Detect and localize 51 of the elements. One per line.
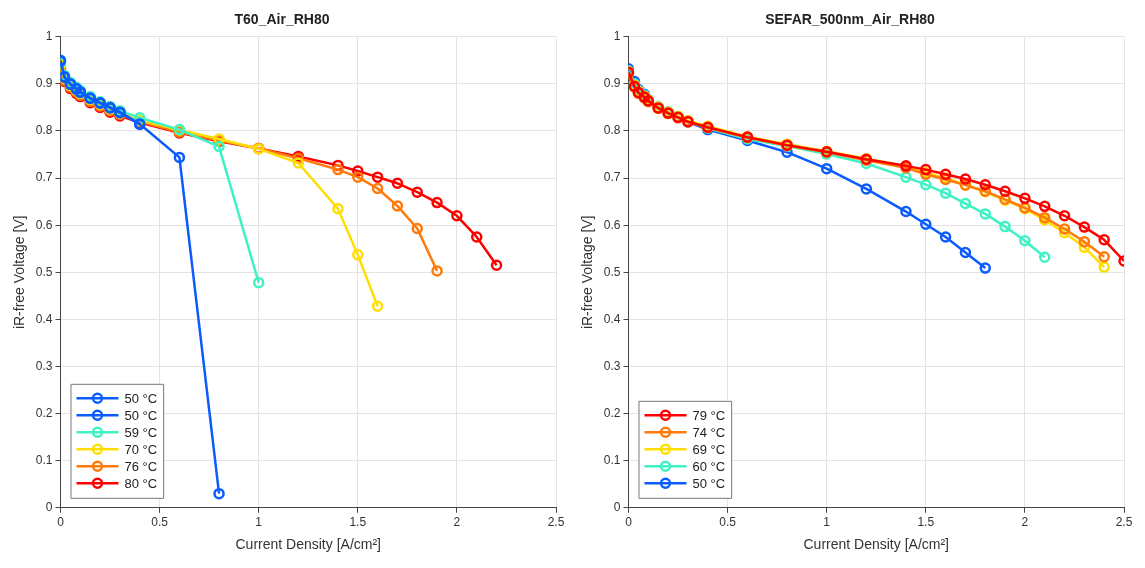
y-axis-title: iR-free Voltage [V]	[11, 215, 28, 330]
y-tick-label: 0.9	[35, 76, 53, 91]
y-tick-label: 0.2	[603, 405, 621, 420]
y-tick-label: 0.6	[603, 217, 621, 232]
x-tick-label: 0.5	[151, 515, 169, 530]
y-tick-label: 0.5	[603, 264, 621, 279]
legend-label: 70 °C	[124, 441, 158, 457]
y-tick-label: 0.1	[35, 453, 53, 468]
y-tick-label: 0.7	[603, 170, 621, 185]
y-tick-label: 1	[45, 29, 53, 44]
legend-label: 59 °C	[124, 424, 158, 440]
legend-label: 69 °C	[692, 441, 726, 457]
y-axis-title: iR-free Voltage [V]	[579, 215, 596, 330]
y-tick-label: 0.3	[35, 358, 53, 373]
legend-label: 80 °C	[124, 475, 158, 491]
x-axis-title: Current Density [A/cm²]	[235, 536, 381, 553]
x-tick-label: 1.5	[917, 515, 935, 530]
legend-label: 50 °C	[692, 475, 726, 491]
y-tick-label: 0	[613, 500, 621, 515]
y-tick-label: 0.5	[35, 264, 53, 279]
y-tick-label: 0.4	[603, 311, 621, 326]
x-tick-label: 2.5	[1115, 515, 1133, 530]
y-tick-label: 0	[45, 500, 53, 515]
y-tick-label: 0.2	[35, 405, 53, 420]
legend-label: 79 °C	[692, 407, 726, 423]
y-tick-label: 0.3	[603, 358, 621, 373]
x-tick-label: 1	[823, 515, 831, 530]
legend-label: 60 °C	[692, 458, 726, 474]
x-tick-label: 0	[625, 515, 633, 530]
x-tick-label: 0.5	[719, 515, 737, 530]
legend-label: 76 °C	[124, 458, 158, 474]
x-tick-label: 2.5	[547, 515, 565, 530]
y-tick-label: 1	[613, 29, 621, 44]
legend-label: 50 °C	[124, 407, 158, 423]
y-tick-label: 0.8	[35, 123, 53, 138]
y-tick-label: 0.6	[35, 217, 53, 232]
x-axis-title: Current Density [A/cm²]	[803, 536, 949, 553]
y-tick-label: 0.8	[603, 123, 621, 138]
legend-label: 50 °C	[124, 390, 158, 406]
y-tick-label: 0.7	[35, 170, 53, 185]
x-tick-label: 1.5	[349, 515, 367, 530]
legend-label: 74 °C	[692, 424, 726, 440]
x-tick-label: 2	[1021, 515, 1029, 530]
y-tick-label: 0.9	[603, 76, 621, 91]
x-tick-label: 2	[453, 515, 461, 530]
chart-title: SEFAR_500nm_Air_RH80	[765, 11, 936, 28]
chart-title: T60_Air_RH80	[234, 11, 330, 28]
y-tick-label: 0.4	[35, 311, 53, 326]
x-tick-label: 1	[255, 515, 263, 530]
y-tick-label: 0.1	[603, 453, 621, 468]
x-tick-label: 0	[57, 515, 65, 530]
